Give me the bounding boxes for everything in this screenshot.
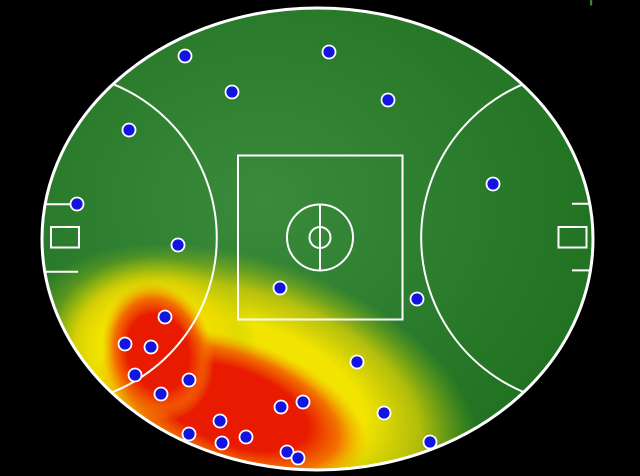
data-point [69, 196, 85, 212]
data-point [272, 280, 288, 296]
data-point [485, 176, 501, 192]
boundary-line [40, 6, 595, 472]
data-point [376, 405, 392, 421]
data-point [121, 122, 137, 138]
data-point [295, 394, 311, 410]
data-point [224, 84, 240, 100]
data-point [181, 426, 197, 442]
fifty-metre-arc-left [94, 77, 218, 399]
data-point [349, 354, 365, 370]
data-point [157, 309, 173, 325]
data-point [409, 291, 425, 307]
data-point [422, 434, 438, 450]
data-point [117, 336, 133, 352]
data-point [212, 413, 228, 429]
data-points [69, 44, 501, 466]
data-point [170, 237, 186, 253]
data-point [214, 435, 230, 451]
fifty-metre-arc-right [420, 76, 545, 400]
data-point [290, 450, 306, 466]
goal-square-right [557, 226, 588, 249]
data-point [273, 399, 289, 415]
data-point [127, 367, 143, 383]
data-point [238, 429, 254, 445]
data-point [153, 386, 169, 402]
data-point [181, 372, 197, 388]
data-point [380, 92, 396, 108]
stray-mark [590, 0, 593, 6]
goal-square-left [50, 226, 80, 249]
centre-square [237, 154, 404, 321]
data-point [279, 444, 295, 460]
data-point [321, 44, 337, 60]
data-point [143, 339, 159, 355]
field-surface [42, 8, 593, 470]
data-point [177, 48, 193, 64]
